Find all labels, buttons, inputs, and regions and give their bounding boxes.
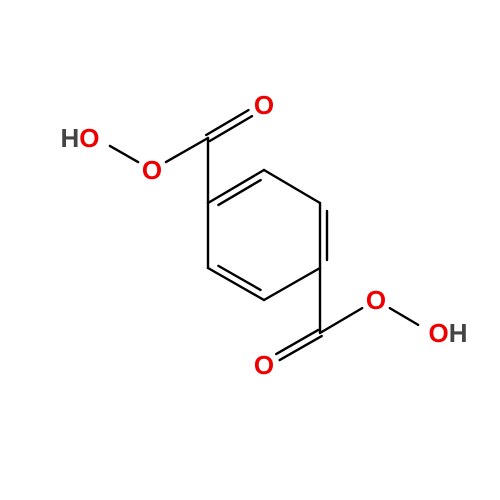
molecule-diagram: HOOOOOOH (0, 0, 500, 500)
o-atom: O (254, 90, 274, 120)
h-atom: H (60, 123, 79, 153)
atom-label-o9: O (142, 155, 162, 185)
bond (208, 170, 264, 203)
bond (390, 308, 418, 325)
atom-label-ho-top: HO (60, 123, 99, 153)
o-atom: O (366, 285, 386, 315)
o-atom: O (142, 155, 162, 185)
labels-layer: HOOOOOOH (60, 90, 467, 380)
h-atom: H (449, 318, 468, 348)
o-atom: O (254, 350, 274, 380)
atom-label-o8: O (254, 90, 274, 120)
bond (208, 268, 264, 300)
bond (166, 138, 208, 162)
bond (264, 268, 320, 300)
o-atom: O (79, 123, 99, 153)
atom-label-o13: O (366, 285, 386, 315)
o-atom: O (428, 318, 448, 348)
bond (110, 146, 138, 162)
atom-label-oh-bottom: OH (428, 318, 467, 348)
bonds-layer (110, 110, 418, 360)
bond (264, 170, 320, 203)
bond (320, 308, 362, 333)
atom-label-o12: O (254, 350, 274, 380)
